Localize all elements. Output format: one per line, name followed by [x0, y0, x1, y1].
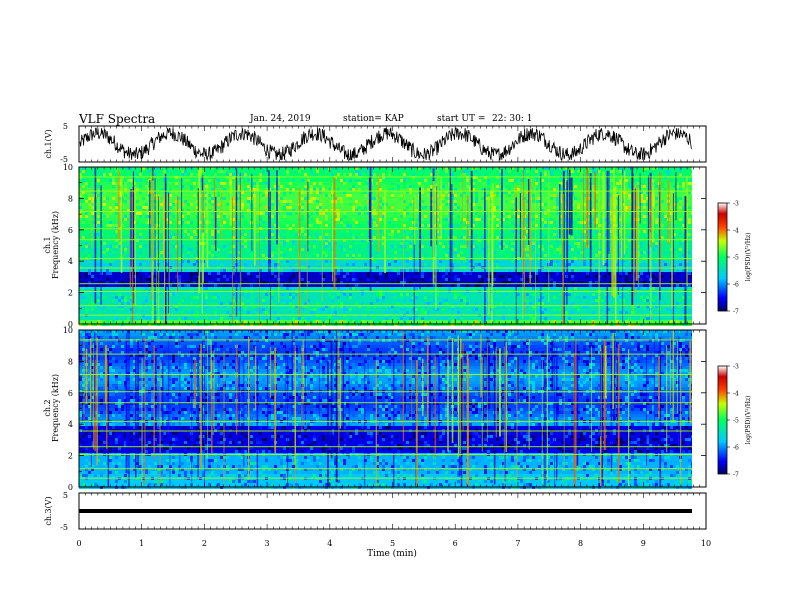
xtick-label-9: 9 [641, 539, 646, 548]
xtick-label-0: 0 [76, 539, 81, 548]
ch1-colorbar-ticks: -3 -4 -5 -6 -7 [727, 201, 739, 316]
ch1-waveform-line [79, 126, 692, 162]
figure-title: VLF Spectra [79, 112, 156, 126]
ch1-colorbar: -3 -4 -5 -6 -7 log(PSD)(V²/Hz) [717, 201, 752, 316]
ch2-ylabel-line2: Frequency (kHz) [51, 374, 60, 442]
ytick-label-2: 2 [68, 452, 73, 461]
start-ut-label: start UT = [437, 114, 486, 124]
colorbar-tick--4: -4 [733, 391, 739, 398]
ch1-colorbar-gradient [717, 202, 728, 312]
time-axis-labels: 0 1 2 3 4 5 6 7 8 9 10 [76, 539, 711, 548]
ch1-ytick-top: 5 [63, 122, 68, 131]
ytick-label-10: 10 [63, 326, 73, 335]
xtick-label-10: 10 [701, 539, 711, 548]
ch1-ytick-bottom: -5 [60, 155, 68, 164]
ch3-ytick-bottom: -5 [60, 523, 68, 532]
ch2-ylabel-line1: ch.2 [43, 399, 52, 416]
ch3-waveform-panel: 5 -5 ch.3(V) [44, 491, 707, 532]
colorbar-tick--3: -3 [733, 201, 739, 208]
ch1-spectrogram-ylabel: ch.1 [43, 236, 52, 253]
xtick-label-2: 2 [202, 539, 207, 548]
ch1-ylabel-line2: Frequency (kHz) [51, 211, 60, 279]
xtick-label-6: 6 [453, 539, 458, 548]
ch1-spectrogram-yaxis: 0 2 4 6 8 10 [63, 163, 706, 329]
ch1-spectrogram-image [79, 167, 706, 326]
xtick-label-1: 1 [139, 539, 144, 548]
colorbar-tick--5: -5 [733, 255, 739, 262]
station-label: station= KAP [343, 114, 404, 124]
ch1-ylabel: ch.1(V) [44, 129, 53, 158]
time-axis-ticks [78, 126, 707, 529]
ytick-label-6: 6 [68, 389, 73, 398]
ch1-waveform-panel: 5 -5 ch.1(V) [44, 122, 707, 164]
time-axis-label: Time (min) [367, 548, 417, 559]
date-label: Jan. 24, 2019 [250, 114, 311, 124]
ytick-label-6: 6 [68, 226, 73, 235]
ch2-colorbar-gradient [717, 365, 728, 475]
start-ut-value: 22: 30: 1 [492, 114, 533, 124]
ytick-label-4: 4 [68, 257, 73, 266]
ch1-spectrogram-panel: 0 2 4 6 8 10 ch.1 Frequency (kHz) [43, 163, 707, 329]
ch2-colorbar-ticks: -3 -4 -5 -6 -7 [727, 364, 739, 479]
colorbar-tick--7: -7 [733, 309, 739, 316]
colorbar-tick--5: -5 [733, 418, 739, 425]
xtick-label-3: 3 [265, 539, 270, 548]
colorbar-tick--6: -6 [733, 282, 739, 289]
ch2-colorbar: -3 -4 -5 -6 -7 log(PSD)(V²/Hz) [717, 364, 752, 479]
ch1-colorbar-label: log(PSD)(V²/Hz) [745, 233, 752, 282]
ytick-label-0: 0 [68, 483, 73, 492]
ch3-ylabel: ch.3(V) [44, 496, 53, 525]
ch2-spectrogram-yaxis: 0 2 4 6 8 10 [63, 326, 706, 492]
colorbar-tick--3: -3 [733, 364, 739, 371]
ch3-ytick-top: 5 [63, 491, 68, 500]
ytick-label-10: 10 [63, 163, 73, 172]
colorbar-tick--4: -4 [733, 228, 739, 235]
ch1-ylabel-line1: ch.1 [43, 236, 52, 253]
xtick-label-7: 7 [515, 539, 520, 548]
ytick-label-8: 8 [68, 194, 73, 203]
ch2-spectrogram-image [79, 330, 706, 489]
ytick-label-2: 2 [68, 289, 73, 298]
ytick-label-8: 8 [68, 357, 73, 366]
colorbar-tick--7: -7 [733, 472, 739, 479]
xtick-label-5: 5 [390, 539, 395, 548]
ytick-label-0: 0 [68, 320, 73, 329]
colorbar-tick--6: -6 [733, 445, 739, 452]
xtick-label-8: 8 [578, 539, 583, 548]
ch2-spectrogram-panel: 0 2 4 6 8 10 ch.2 Frequency (kHz) [43, 326, 707, 492]
xtick-label-4: 4 [327, 539, 332, 548]
ch2-colorbar-label: log(PSD)(V²/Hz) [745, 396, 752, 445]
ytick-label-4: 4 [68, 420, 73, 429]
